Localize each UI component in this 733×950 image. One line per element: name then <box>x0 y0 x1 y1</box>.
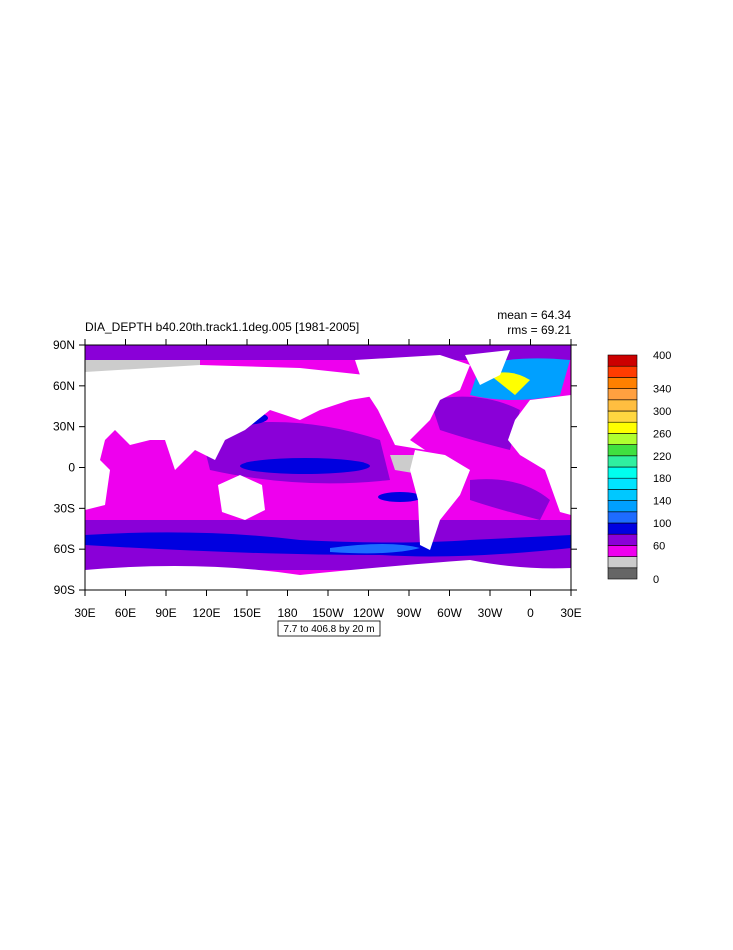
x-tick-label: 90E <box>155 606 176 620</box>
rms: rms = 69.21 <box>507 323 571 337</box>
colorbar-label: 220 <box>653 451 671 463</box>
colorbar-box <box>607 545 638 557</box>
atlantic-purple <box>430 396 520 450</box>
colorbar-label: 0 <box>653 574 659 586</box>
x-tick-label: 120W <box>353 606 385 620</box>
colorbar-box <box>607 477 638 490</box>
colorbar-label: 100 <box>653 518 671 530</box>
x-tick-label: 90W <box>397 606 422 620</box>
colorbar-label: 300 <box>653 406 671 418</box>
colorbar-box <box>607 421 638 434</box>
colorbar-box <box>607 365 638 378</box>
acc-lightblue <box>330 544 420 554</box>
satlantic-purple <box>470 479 550 520</box>
y-tick-label: 60N <box>53 379 75 393</box>
colorbar-box <box>607 354 638 367</box>
colorbar-box <box>607 399 638 412</box>
y-tick-label: 90S <box>54 583 75 597</box>
map-field <box>85 345 571 590</box>
info-box <box>277 620 381 637</box>
colorbar-box <box>607 377 638 389</box>
colorbar-box <box>607 466 638 479</box>
colorbar-box <box>607 511 638 524</box>
eq-blue <box>240 458 370 474</box>
labrador-core <box>490 372 530 395</box>
x-tick-label: 60W <box>437 606 462 620</box>
colorbar-box <box>607 410 638 423</box>
colorbar-label: 140 <box>653 496 671 508</box>
y-tick-label: 30N <box>53 420 75 434</box>
acc-blue <box>85 532 571 557</box>
colorbar-box <box>607 533 638 546</box>
colorbar-box <box>607 500 638 513</box>
x-tick-label: 180 <box>277 606 297 620</box>
colorbar-box <box>607 433 638 445</box>
y-tick-label: 60S <box>54 542 75 556</box>
x-tick-label: 30W <box>478 606 503 620</box>
colorbar-box <box>607 522 638 535</box>
colorbar-box <box>607 556 638 569</box>
blue-patch <box>378 492 422 502</box>
colorbar-box <box>607 444 638 457</box>
y-tick-label: 90N <box>53 338 75 352</box>
x-tick-label: 30E <box>560 606 581 620</box>
colorbar-box <box>607 388 638 401</box>
land <box>85 350 571 590</box>
colorbar-label: 60 <box>653 540 665 552</box>
arctic <box>85 345 571 360</box>
y-tick-label: 0 <box>68 461 75 475</box>
x-tick-label: 150W <box>312 606 344 620</box>
mean: mean = 64.34 <box>497 308 571 322</box>
x-tick-label: 30E <box>74 606 95 620</box>
x-tick-label: 60E <box>115 606 136 620</box>
contour-info: 7.7 to 406.8 by 20 m <box>283 624 374 635</box>
y-tick-label: 30S <box>54 501 75 515</box>
x-tick-label: 150E <box>233 606 261 620</box>
colorbar-box <box>607 489 638 501</box>
colorbar-label: 340 <box>653 384 671 396</box>
colorbar-label: 400 <box>653 350 671 362</box>
colorbar-box <box>607 567 638 580</box>
colorbar-label: 180 <box>653 473 671 485</box>
x-tick-label: 0 <box>527 606 534 620</box>
title: DIA_DEPTH b40.20th.track1.1deg.005 [1981… <box>85 320 359 334</box>
colorbar-label: 260 <box>653 428 671 440</box>
x-tick-label: 120E <box>192 606 220 620</box>
colorbar-box <box>607 455 638 468</box>
